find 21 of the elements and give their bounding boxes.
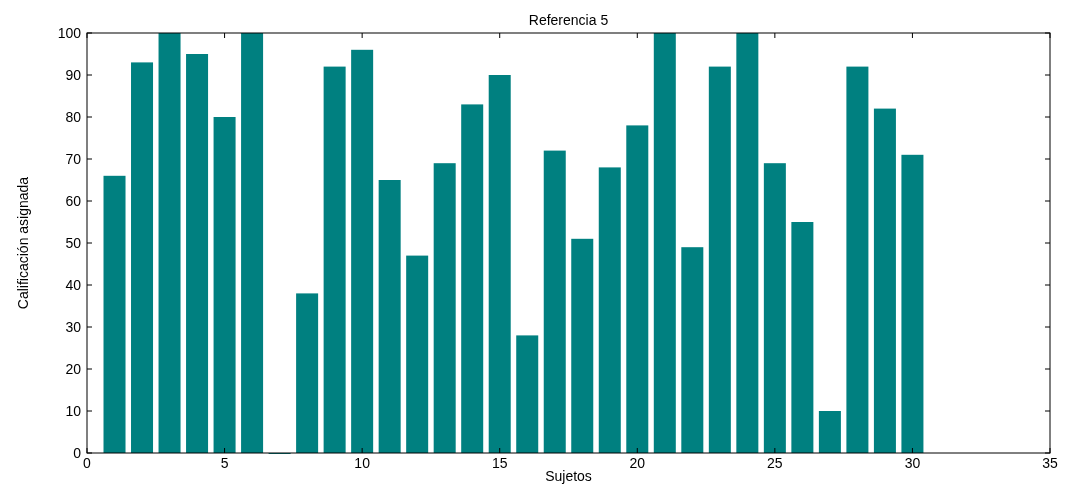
x-tick-label: 0 <box>83 455 92 471</box>
y-tick-label: 30 <box>65 318 82 335</box>
y-axis-title: Calificación asignada <box>15 176 31 310</box>
y-tick-label: 20 <box>65 360 82 377</box>
x-tick-label: 35 <box>1042 455 1058 471</box>
y-tick-label: 60 <box>65 192 82 209</box>
x-tick-label: 10 <box>354 455 371 471</box>
y-tick-label: 10 <box>65 402 82 419</box>
y-tick-label: 70 <box>65 150 82 167</box>
x-tick-label: 30 <box>904 455 921 471</box>
y-tick-label: 50 <box>65 234 82 251</box>
x-tick-label: 5 <box>220 455 229 471</box>
y-tick-label: 100 <box>57 24 82 41</box>
x-tick-label: 20 <box>629 455 646 471</box>
y-tick-label: 80 <box>65 108 82 125</box>
y-tick-label: 40 <box>65 276 82 293</box>
chart-title: Referencia 5 <box>528 12 609 28</box>
x-tick-label: 25 <box>767 455 783 471</box>
y-tick-label: 90 <box>65 66 82 83</box>
x-tick-label: 15 <box>491 455 508 471</box>
x-axis-title: Sujetos <box>545 468 592 484</box>
